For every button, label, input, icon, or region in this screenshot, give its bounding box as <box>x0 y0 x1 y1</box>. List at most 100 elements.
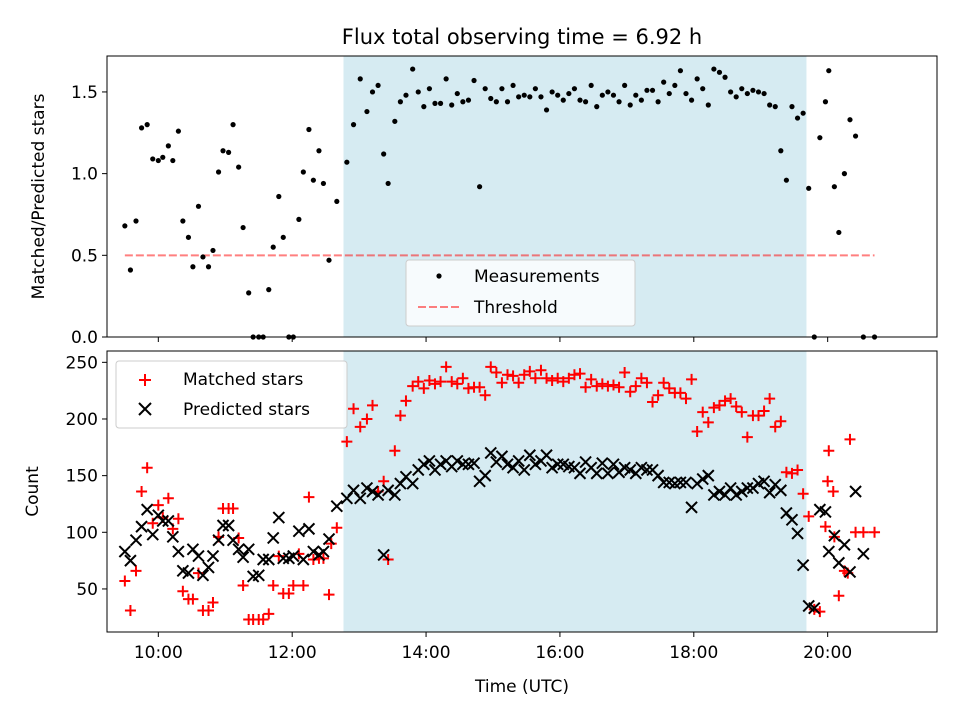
matched-stars-point <box>490 367 502 379</box>
predicted-stars-point <box>685 501 698 514</box>
predicted-stars-point <box>729 488 743 502</box>
measurement-point <box>577 97 583 103</box>
matched-stars-point <box>496 377 508 389</box>
matched-stars-point <box>758 405 770 417</box>
measurement-point <box>364 108 370 115</box>
measurement-point <box>432 100 438 106</box>
predicted-stars-point <box>529 458 542 471</box>
matched-stars-point <box>596 378 608 390</box>
measurement-point <box>852 133 859 139</box>
plot-frame <box>106 350 938 633</box>
matched-stars-point <box>691 425 703 437</box>
matched-stars-point <box>792 464 804 476</box>
matched-stars-point <box>574 368 586 380</box>
predicted-stars-point <box>287 549 300 563</box>
star-count-panel: 50 100 150 200 250 10:00 12:00 14:00 16:00 18:00… <box>23 350 938 697</box>
matched-stars-point <box>423 374 435 386</box>
legend-box <box>405 259 636 327</box>
predicted-stars-point <box>242 543 255 556</box>
predicted-stars-point <box>423 454 436 468</box>
measurement-point <box>225 149 232 155</box>
measurement-point <box>582 99 589 105</box>
measurement-point <box>350 122 357 128</box>
measurement-point <box>694 76 700 82</box>
predicted-stars-point <box>222 519 235 532</box>
measurement-point <box>185 234 192 240</box>
matched-stars-point <box>585 373 597 385</box>
measurement-point <box>175 128 181 134</box>
measurement-point <box>510 82 516 89</box>
matched-stars-point <box>130 565 142 577</box>
measurement-point <box>493 99 499 105</box>
matched-stars-point <box>354 421 366 433</box>
predicted-stars-point <box>256 553 270 566</box>
measurement-point <box>644 87 650 93</box>
measurement-point <box>392 118 398 124</box>
predicted-stars-point <box>674 476 687 489</box>
measurement-points <box>122 66 878 340</box>
measurement-point <box>240 224 246 231</box>
matched-stars-point <box>429 378 441 390</box>
predicted-stars-point <box>822 545 835 558</box>
predicted-stars-point <box>226 534 240 547</box>
predicted-stars-point <box>277 552 290 565</box>
matched-stars-point <box>541 372 553 384</box>
predicted-stars-point <box>317 545 330 558</box>
matched-stars-point <box>237 580 249 592</box>
measurement-point <box>817 135 823 141</box>
matched-stars-point <box>764 393 776 405</box>
predicted-stars-point <box>467 456 481 470</box>
predicted-stars-point <box>601 467 615 480</box>
measurement-point <box>138 125 145 131</box>
measurement-point <box>334 198 340 205</box>
matched-stars-point <box>769 421 781 433</box>
predicted-stars-point <box>713 485 726 498</box>
predicted-stars-point <box>196 569 210 582</box>
matched-stars-point <box>529 372 541 384</box>
matched-stars-point <box>474 381 486 393</box>
measurement-point <box>477 184 483 190</box>
matched-stars-point <box>451 378 463 390</box>
predicted-stars-point <box>162 514 175 528</box>
measurement-point <box>320 180 327 187</box>
matched-stars-point <box>535 364 547 376</box>
matched-stars-point <box>647 396 659 408</box>
matched-stars-point <box>702 416 714 428</box>
measurement-point <box>744 90 750 97</box>
matched-stars-point <box>619 367 631 379</box>
measurement-point <box>296 216 302 222</box>
x-tick-label: 12:00 <box>268 643 317 663</box>
matched-stars-point <box>580 381 592 393</box>
measurement-point <box>560 97 566 103</box>
measurement-point <box>437 100 444 106</box>
measurement-point <box>454 90 460 97</box>
matched-stars-point <box>257 614 269 626</box>
predicted-stars-point <box>292 524 306 538</box>
x-axis-ticks: 10:00 12:00 14:00 16:00 18:00 20:00 <box>134 632 852 663</box>
matched-stars-point <box>719 395 731 407</box>
measurement-point <box>778 148 784 154</box>
matched-stars-point <box>630 380 642 392</box>
matched-stars-point <box>297 580 309 592</box>
predicted-stars-point <box>785 513 799 527</box>
matched-stars-point <box>192 567 204 579</box>
predicted-stars-point <box>791 527 804 540</box>
legend-label-measurements: Measurements <box>474 267 600 287</box>
measurement-point <box>739 86 745 92</box>
measurement-point <box>794 115 801 121</box>
matched-stars-point <box>283 587 295 599</box>
predicted-stars-point <box>832 556 846 570</box>
x-axis-label: Time (UTC) <box>474 677 569 697</box>
matched-stars-point <box>697 406 709 418</box>
measurement-point <box>826 68 832 74</box>
predicted-stars-point <box>518 463 531 477</box>
measurement-point <box>280 234 286 240</box>
measurement-point <box>822 99 829 105</box>
matched-stars-point <box>440 361 452 373</box>
measurement-point <box>300 169 306 175</box>
predicted-stars-point <box>763 486 776 499</box>
y-tick-label: 1.5 <box>71 83 98 103</box>
predicted-stars-point <box>523 449 537 462</box>
predicted-stars-point <box>406 477 419 490</box>
predicted-stars-point <box>322 532 336 546</box>
